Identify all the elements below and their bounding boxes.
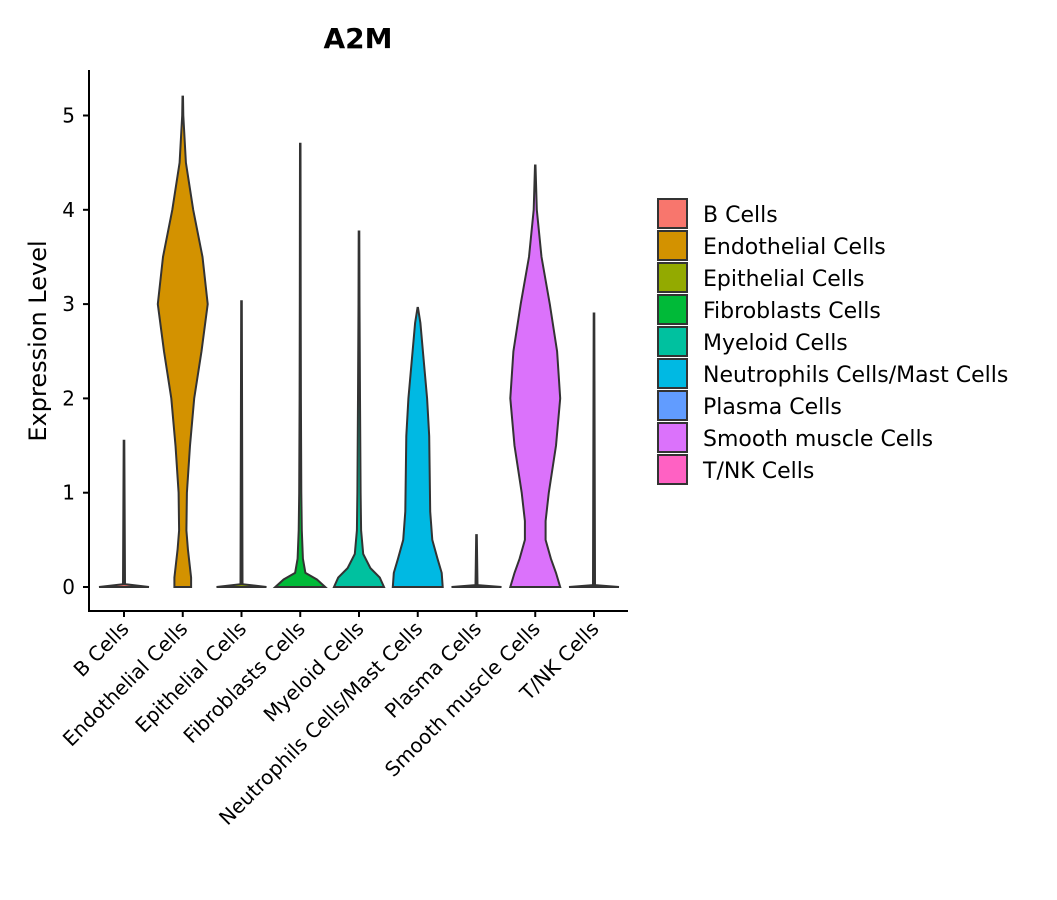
violin-fibroblasts-cells — [272, 142, 328, 588]
legend-label-smooth-muscle-cells: Smooth muscle Cells — [703, 427, 933, 452]
y-tick-label: 0 — [62, 575, 75, 599]
violin-epithelial-cells — [216, 300, 267, 588]
y-axis-label: Expression Level — [24, 240, 52, 441]
legend-label-neutrophils-cells-mast-cells: Neutrophils Cells/Mast Cells — [703, 363, 1008, 388]
legend-label-myeloid-cells: Myeloid Cells — [703, 331, 848, 356]
legend-swatch-epithelial-cells — [657, 262, 688, 293]
legend-swatch-neutrophils-cells-mast-cells — [657, 358, 688, 389]
legend-swatch-myeloid-cells — [657, 326, 688, 357]
legend-swatch-smooth-muscle-cells — [657, 422, 688, 453]
violin-smooth-muscle-cells — [508, 164, 562, 588]
y-tick-label: 1 — [62, 481, 75, 505]
legend-swatch-t-nk-cells — [657, 454, 688, 485]
legend-label-t-nk-cells: T/NK Cells — [702, 459, 814, 484]
violin-plasma-cells — [451, 534, 502, 588]
violin-neutrophils-cells-mast-cells — [391, 306, 444, 588]
violins-group — [98, 95, 620, 588]
chart-title: A2M — [323, 22, 392, 55]
y-tick-label: 4 — [62, 198, 75, 222]
legend-swatch-fibroblasts-cells — [657, 294, 688, 325]
y-tick-label: 3 — [62, 292, 75, 316]
legend-label-epithelial-cells: Epithelial Cells — [703, 267, 864, 292]
violin-endothelial-cells — [156, 95, 209, 588]
legend-label-fibroblasts-cells: Fibroblasts Cells — [703, 299, 881, 324]
legend-swatch-b-cells — [657, 198, 688, 229]
legend-label-plasma-cells: Plasma Cells — [703, 395, 842, 420]
legend-label-b-cells: B Cells — [703, 203, 778, 228]
legend: B Cells Endothelial Cells Epithelial Cells… — [657, 198, 1008, 485]
legend-label-endothelial-cells: Endothelial Cells — [703, 235, 886, 260]
y-tick-label: 2 — [62, 386, 75, 410]
legend-swatch-endothelial-cells — [657, 230, 688, 261]
violin-t-nk-cells — [568, 312, 620, 588]
violin-myeloid-cells — [332, 230, 386, 588]
y-ticks-group: 0 1 2 3 4 5 — [62, 104, 89, 599]
legend-swatch-plasma-cells — [657, 390, 688, 421]
violin-b-cells — [98, 439, 150, 588]
y-tick-label: 5 — [62, 104, 75, 128]
